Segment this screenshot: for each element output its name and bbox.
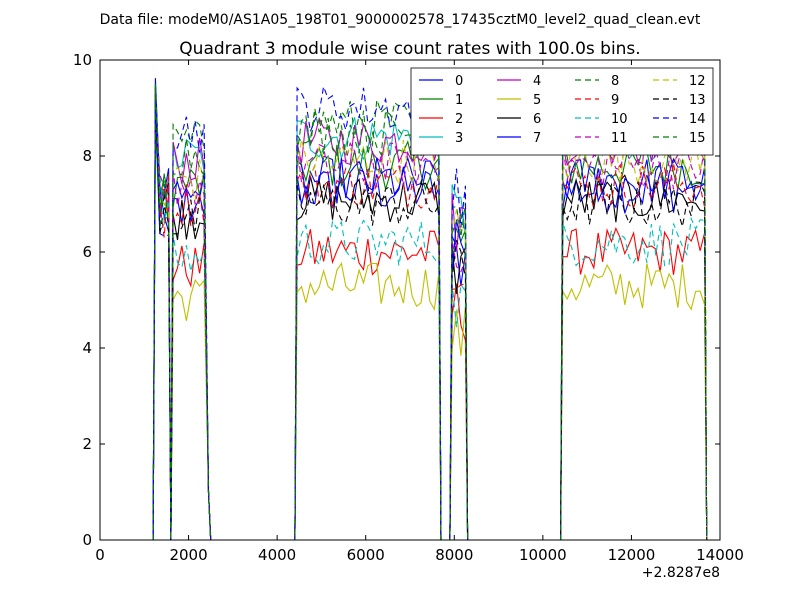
series-line-10 [152,93,708,540]
series-line-2 [152,87,708,540]
y-tick-label-3: 6 [82,243,92,261]
series-line-4 [152,86,708,540]
legend-label-6: 6 [533,112,541,127]
legend-label-10: 10 [611,112,628,127]
legend-label-1: 1 [455,93,463,108]
legend-label-3: 3 [455,131,463,146]
plot-frame [99,59,721,541]
series-line-6 [152,110,708,540]
x-tick-label-3: 6000 [347,546,385,564]
legend-label-7: 7 [533,131,541,146]
y-tick-label-2: 4 [82,339,92,357]
legend-label-11: 11 [611,131,628,146]
legend-label-15: 15 [689,131,706,146]
legend-box [410,67,714,156]
legend-label-5: 5 [533,93,541,108]
series-line-9 [152,126,708,540]
legend-label-12: 12 [689,74,706,89]
legend-label-2: 2 [455,112,463,127]
y-tick-label-0: 0 [82,531,92,549]
legend-label-4: 4 [533,74,541,89]
chart-suptitle: Data file: modeM0/AS1A05_198T01_90000025… [100,12,701,28]
x-tick-label-6: 12000 [608,546,656,564]
legend-label-14: 14 [689,112,706,127]
legend-label-8: 8 [611,74,619,89]
x-tick-label-1: 2000 [169,546,207,564]
x-tick-label-5: 10000 [519,546,567,564]
series-line-13 [152,92,708,540]
legend-label-13: 13 [689,93,706,108]
legend-label-9: 9 [611,93,619,108]
x-tick-label-7: 14000 [696,546,744,564]
chart-title: Quadrant 3 module wise count rates with … [179,39,640,59]
series-line-11 [152,97,708,540]
x-tick-label-0: 0 [95,546,105,564]
y-tick-label-5: 10 [73,51,92,69]
x-offset-label: +2.8287e8 [642,565,720,581]
series-line-5 [152,111,708,540]
x-tick-label-4: 8000 [435,546,473,564]
x-tick-label-2: 4000 [258,546,296,564]
y-tick-label-4: 8 [82,147,92,165]
y-tick-label-1: 2 [82,435,92,453]
legend-label-0: 0 [455,74,463,89]
